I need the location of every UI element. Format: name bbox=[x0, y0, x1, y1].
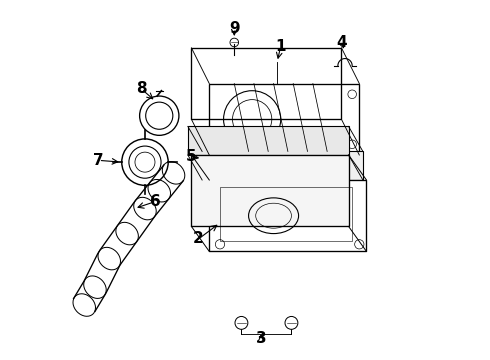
Text: 6: 6 bbox=[150, 194, 161, 209]
Circle shape bbox=[230, 38, 239, 47]
Polygon shape bbox=[202, 152, 363, 180]
Polygon shape bbox=[188, 126, 348, 155]
Polygon shape bbox=[209, 180, 367, 251]
Polygon shape bbox=[192, 155, 348, 226]
Circle shape bbox=[348, 140, 356, 149]
Circle shape bbox=[355, 240, 364, 249]
Circle shape bbox=[285, 316, 298, 329]
Circle shape bbox=[348, 90, 356, 99]
Text: 5: 5 bbox=[186, 149, 196, 164]
Text: 9: 9 bbox=[229, 21, 240, 36]
Text: 4: 4 bbox=[336, 35, 347, 50]
Circle shape bbox=[235, 316, 248, 329]
Text: 8: 8 bbox=[136, 81, 147, 96]
Text: 2: 2 bbox=[193, 231, 204, 247]
Text: 3: 3 bbox=[256, 332, 267, 346]
Text: 1: 1 bbox=[275, 39, 286, 54]
Circle shape bbox=[215, 240, 224, 249]
Text: 7: 7 bbox=[93, 153, 104, 168]
